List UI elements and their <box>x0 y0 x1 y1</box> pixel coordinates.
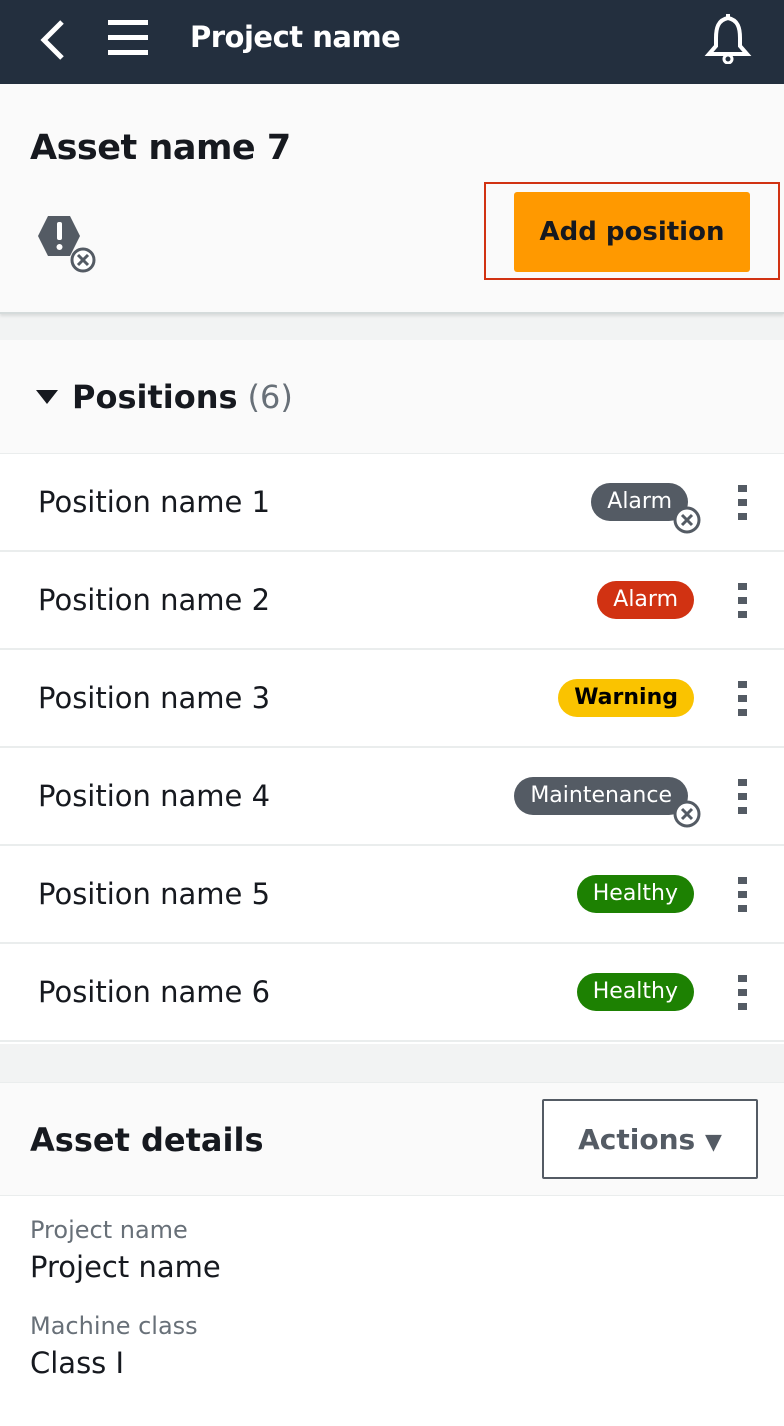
position-name: Position name 6 <box>38 975 271 1009</box>
position-row[interactable]: Position name 5 Healthy <box>0 846 784 944</box>
status-badge: Warning <box>558 679 694 717</box>
field: Machine class Class I <box>0 1312 784 1380</box>
field: Project name Project name <box>0 1216 784 1284</box>
status-badge: Alarm <box>591 483 701 534</box>
more-options-icon[interactable] <box>738 778 748 814</box>
more-options-icon[interactable] <box>738 484 748 520</box>
field-label: Project name <box>30 1216 188 1244</box>
position-name: Position name 4 <box>38 779 271 813</box>
caret-down-icon: ▼ <box>704 1129 722 1155</box>
add-position-button[interactable]: Add position <box>514 192 750 272</box>
back-icon[interactable] <box>38 18 68 62</box>
menu-icon[interactable] <box>108 18 150 58</box>
asset-details-header: Asset details Actions ▼ <box>0 1082 784 1196</box>
position-row[interactable]: Position name 2 Alarm <box>0 552 784 650</box>
actions-label: Actions <box>578 1122 696 1156</box>
status-label: Maintenance <box>530 783 672 808</box>
position-name: Position name 2 <box>38 583 271 617</box>
field-value: Project name <box>30 1250 221 1284</box>
positions-header[interactable]: Positions (6) <box>0 340 784 454</box>
position-name: Position name 3 <box>38 681 271 715</box>
positions-title: Positions <box>72 377 238 416</box>
status-label: Warning <box>574 685 678 710</box>
position-row[interactable]: Position name 4 Maintenance <box>0 748 784 846</box>
status-label: Healthy <box>592 979 678 1004</box>
asset-name: Asset name 7 <box>30 128 291 168</box>
more-options-icon[interactable] <box>738 876 748 912</box>
notification-bell-icon[interactable] <box>702 12 754 64</box>
more-options-icon[interactable] <box>738 582 748 618</box>
alert-disabled-icon <box>38 216 96 273</box>
more-options-icon[interactable] <box>738 974 748 1010</box>
disabled-x-icon <box>673 506 701 534</box>
actions-dropdown[interactable]: Actions ▼ <box>542 1099 758 1179</box>
status-label: Healthy <box>592 881 678 906</box>
position-name: Position name 1 <box>38 485 271 519</box>
asset-header: Asset name 7 Add position <box>0 84 784 314</box>
position-row[interactable]: Position name 1 Alarm <box>0 454 784 552</box>
field-label: Machine class <box>30 1312 198 1340</box>
focus-outline <box>484 182 780 280</box>
status-badge: Alarm <box>597 581 694 619</box>
disabled-x-icon <box>673 800 701 828</box>
field-value: Class I <box>30 1346 125 1380</box>
positions-count: (6) <box>247 377 293 416</box>
status-label: Alarm <box>607 489 672 514</box>
status-label: Alarm <box>613 587 678 612</box>
position-row[interactable]: Position name 3 Warning <box>0 650 784 748</box>
more-options-icon[interactable] <box>738 680 748 716</box>
status-badge: Healthy <box>576 973 694 1011</box>
status-badge: Healthy <box>576 875 694 913</box>
position-name: Position name 5 <box>38 877 271 911</box>
project-title: Project name <box>190 20 401 54</box>
status-badge: Maintenance <box>514 777 701 828</box>
asset-details-title: Asset details <box>30 1121 264 1159</box>
caret-down-icon <box>36 389 58 404</box>
top-bar: Project name <box>0 0 784 84</box>
position-row[interactable]: Position name 6 Healthy <box>0 944 784 1042</box>
